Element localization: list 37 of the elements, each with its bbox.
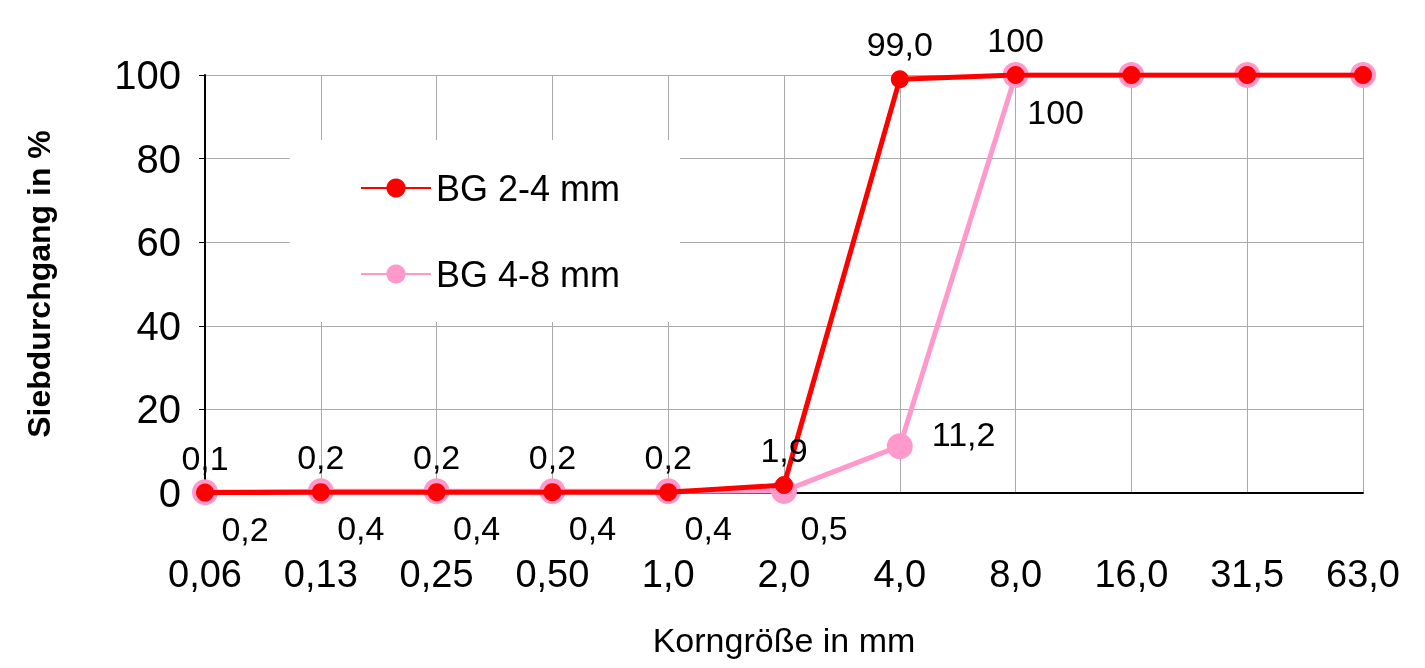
data-label: 0,4 [568, 509, 617, 548]
y-tick-label: 0 [158, 471, 181, 515]
data-label: 11,2 [931, 415, 996, 454]
y-tick-label: 40 [136, 303, 181, 348]
x-tick-label: 31,5 [1210, 553, 1285, 595]
x-tick-label: 0,50 [515, 553, 590, 595]
y-tick-label: 20 [136, 387, 181, 432]
x-tick-label: 4,0 [873, 553, 927, 595]
point [886, 433, 913, 460]
data-label: 0,5 [800, 508, 848, 547]
x-axis-title: Korngröße in mm [652, 621, 916, 659]
data-label: 100 [1027, 93, 1084, 131]
data-label: 0,2 [412, 438, 461, 477]
x-tick-label: 0,06 [168, 553, 242, 595]
data-label: 0,4 [684, 509, 732, 548]
y-tick-label: 100 [114, 53, 181, 97]
x-tick-label: 2,0 [757, 553, 811, 595]
x-tick-label: 16,0 [1094, 553, 1169, 595]
y-tick-label: 80 [136, 136, 181, 181]
legend-label: BG 4-8 mm [436, 253, 621, 295]
x-tick-label: 0,25 [399, 553, 474, 595]
data-label: 99,0 [866, 25, 933, 64]
legend-label: BG 2-4 mm [436, 167, 621, 209]
x-tick-label: 63,0 [1326, 553, 1400, 595]
point [890, 70, 909, 89]
data-label: 0,2 [297, 438, 345, 477]
y-tick-label: 60 [136, 220, 181, 265]
data-label: 0,4 [337, 509, 385, 548]
x-tick-label: 0,13 [283, 553, 358, 595]
data-label: 0,2 [528, 438, 577, 477]
data-label: 0,4 [452, 509, 501, 548]
x-tick-label: 1,0 [641, 553, 695, 595]
data-label: 100 [987, 21, 1044, 59]
data-label: 0,2 [221, 510, 269, 549]
data-label: 0,2 [644, 438, 692, 477]
y-axis-title: Siebdurchgang in % [21, 130, 57, 438]
x-tick-label: 8,0 [989, 553, 1043, 595]
